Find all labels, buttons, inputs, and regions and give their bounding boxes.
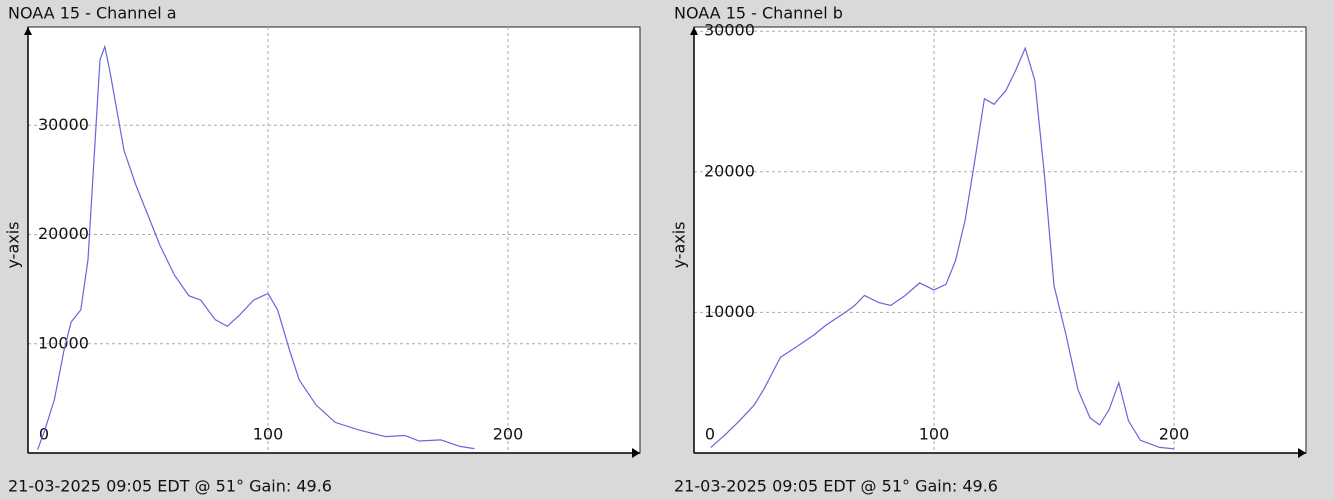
y-tick-label: 20000 [704, 161, 755, 180]
footer-text: 21-03-2025 09:05 EDT @ 51° Gain: 49.6 [674, 477, 998, 496]
footer-text: 21-03-2025 09:05 EDT @ 51° Gain: 49.6 [8, 477, 332, 496]
chart-title: NOAA 15 - Channel a [8, 4, 177, 23]
x-tick-label: 200 [1159, 425, 1190, 444]
y-tick-label: 10000 [704, 302, 755, 321]
plot-area [27, 26, 641, 454]
axis-arrow [24, 27, 32, 35]
y-axis-label: y-axis [4, 221, 23, 268]
x-tick-label: 100 [919, 425, 950, 444]
y-axis-label: y-axis [670, 221, 689, 268]
data-line [710, 46, 1175, 450]
x-tick-label: 0 [705, 425, 715, 444]
y-tick-label: 30000 [704, 21, 755, 40]
chart-title: NOAA 15 - Channel b [674, 4, 843, 23]
x-tick-label: 200 [493, 425, 524, 444]
axis-arrow [632, 448, 640, 458]
y-tick-label: 20000 [38, 224, 89, 243]
axis-arrow [690, 27, 698, 35]
y-tick-label: 10000 [38, 333, 89, 352]
plot-area [693, 26, 1307, 454]
y-tick-label: 30000 [38, 115, 89, 134]
data-line [37, 44, 475, 450]
axis-arrow [1298, 448, 1306, 458]
x-tick-label: 100 [253, 425, 284, 444]
